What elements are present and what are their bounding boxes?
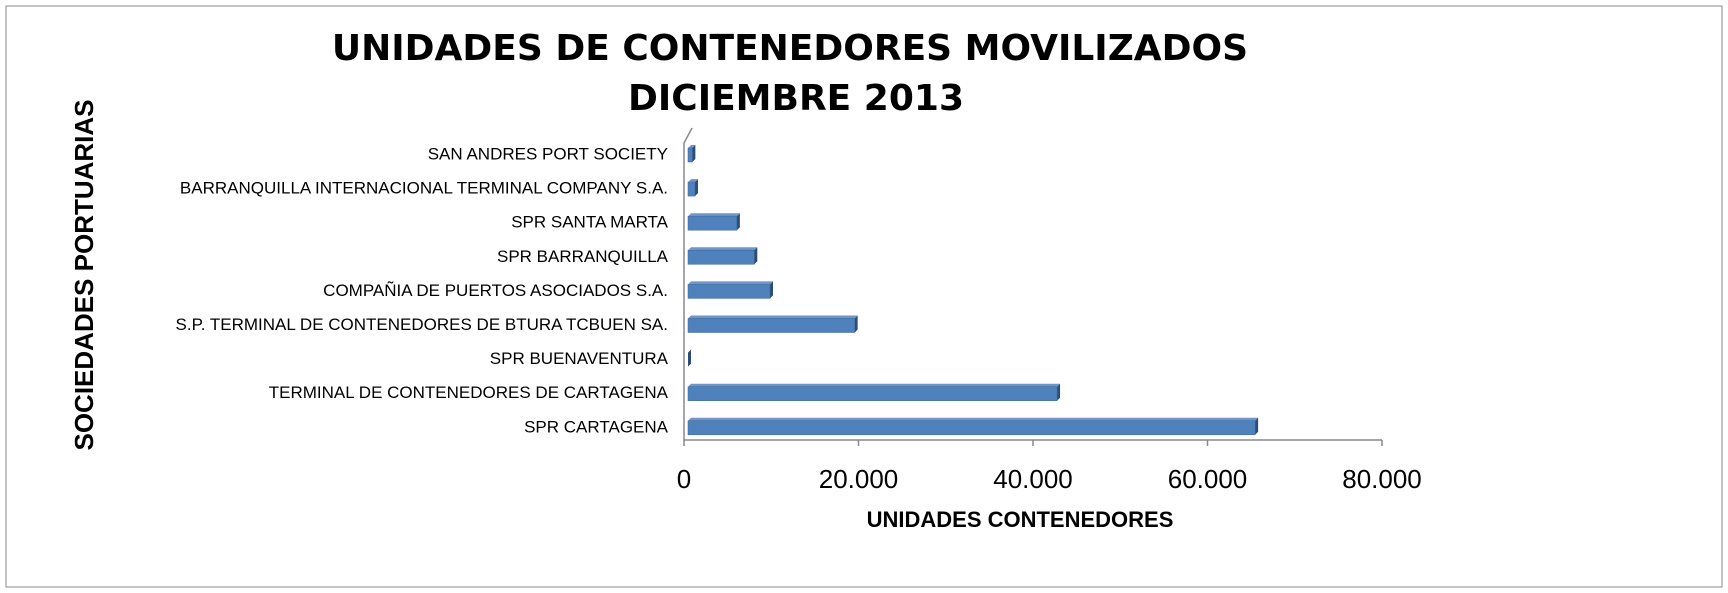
bar-top <box>688 281 774 285</box>
y-tick-label: TERMINAL DE CONTENEDORES DE CARTAGENA <box>269 383 669 402</box>
bar <box>687 181 696 197</box>
bar <box>687 386 1058 401</box>
y-tick-label: SPR BUENAVENTURA <box>490 349 669 368</box>
bar-side <box>770 281 774 299</box>
bar <box>687 318 855 333</box>
bar <box>687 147 693 163</box>
bar-side <box>754 247 758 265</box>
x-tick-label: 20.000 <box>819 464 899 494</box>
bar-top <box>688 179 698 183</box>
chart-title: UNIDADES DE CONTENEDORES MOVILIZADOS <box>332 28 1248 69</box>
bar <box>687 420 1256 436</box>
chart-title: DICIEMBRE 2013 <box>628 78 964 119</box>
x-tick-label: 0 <box>677 464 691 494</box>
x-tick-label: 60.000 <box>1168 464 1248 494</box>
x-tick-label: 40.000 <box>993 464 1073 494</box>
y-axis <box>683 127 693 440</box>
bar-top <box>688 315 858 319</box>
bar <box>687 250 755 265</box>
bar-side <box>694 179 698 197</box>
bar-top <box>688 213 740 217</box>
bar-top <box>688 145 696 148</box>
bar-top <box>688 417 1259 421</box>
y-axis-label: SOCIEDADES PORTUARIAS <box>69 99 99 450</box>
bar <box>687 215 738 231</box>
bar <box>687 284 771 299</box>
y-tick-label: SPR SANTA MARTA <box>511 213 668 232</box>
y-tick-label: S.P. TERMINAL DE CONTENEDORES DE BTURA T… <box>176 315 668 334</box>
bar-side <box>692 145 696 162</box>
y-tick-label: BARRANQUILLA INTERNACIONAL TERMINAL COMP… <box>180 179 668 198</box>
y-tick-label: SPR CARTAGENA <box>524 417 669 436</box>
y-tick-label: SPR BARRANQUILLA <box>497 247 669 266</box>
bar-side <box>854 315 858 333</box>
bar-top <box>688 383 1061 387</box>
bar-side <box>688 349 691 367</box>
bar-side <box>1057 383 1061 401</box>
y-tick-label: SAN ANDRES PORT SOCIETY <box>428 144 668 163</box>
bar-side <box>736 213 740 231</box>
bar-side <box>1255 417 1259 435</box>
x-axis-label: UNIDADES CONTENEDORES <box>867 507 1174 532</box>
y-tick-label: COMPAÑIA DE PUERTOS ASOCIADOS S.A. <box>323 281 668 300</box>
x-tick-label: 80.000 <box>1342 464 1422 494</box>
bar-top <box>688 247 758 251</box>
chart-frame <box>5 5 1723 588</box>
